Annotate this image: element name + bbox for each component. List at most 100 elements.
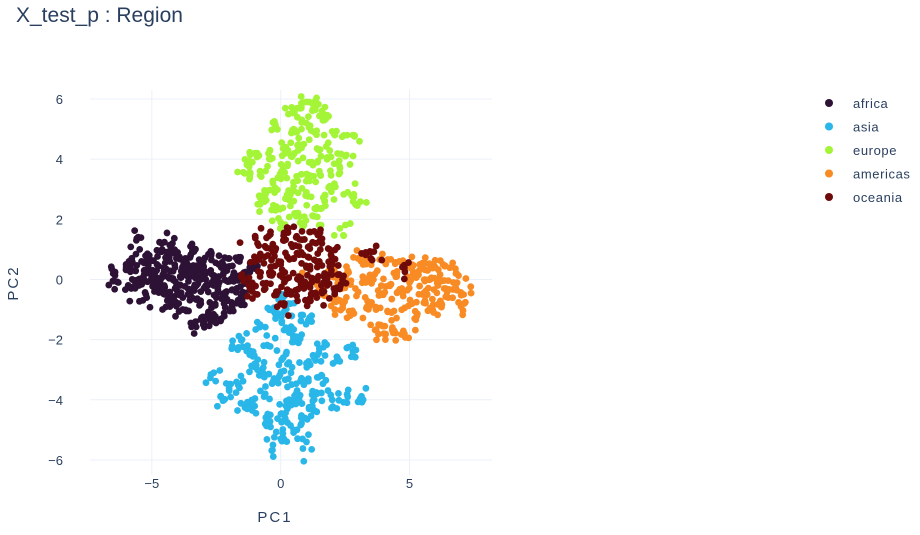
scatter-point-americas xyxy=(337,306,345,314)
scatter-point-europe xyxy=(273,186,281,194)
scatter-point-europe xyxy=(297,93,305,100)
scatter-point-americas xyxy=(388,295,396,303)
scatter-point-europe xyxy=(256,200,264,208)
scatter-point-africa xyxy=(210,282,218,289)
scatter-point-americas xyxy=(467,283,475,291)
scatter-point-americas xyxy=(434,311,442,319)
scatter-point-asia xyxy=(295,396,303,404)
scatter-point-asia xyxy=(335,396,343,404)
scatter-point-americas xyxy=(331,306,339,313)
scatter-point-asia xyxy=(309,397,317,405)
scatter-point-asia xyxy=(317,357,325,365)
scatter-point-oceania xyxy=(315,258,323,265)
scatter-point-europe xyxy=(261,191,269,199)
scatter-point-oceania xyxy=(321,270,328,277)
scatter-point-oceania xyxy=(313,294,321,301)
scatter-point-asia xyxy=(272,315,279,322)
scatter-point-africa xyxy=(184,277,192,285)
y-tick-label: −4 xyxy=(48,393,63,408)
scatter-point-oceania xyxy=(326,246,334,253)
scatter-point-americas xyxy=(398,285,406,292)
scatter-point-europe xyxy=(349,152,357,160)
scatter-point-americas xyxy=(408,253,416,261)
scatter-point-oceania xyxy=(336,283,344,291)
scatter-point-asia xyxy=(277,368,285,376)
scatter-point-africa xyxy=(132,236,140,244)
scatter-point-africa xyxy=(199,321,207,329)
scatter-point-americas xyxy=(354,255,362,262)
scatter-point-europe xyxy=(266,155,274,163)
scatter-point-africa xyxy=(122,261,130,268)
scatter-point-europe xyxy=(272,206,279,214)
scatter-point-asia xyxy=(274,379,282,387)
scatter-point-asia xyxy=(229,337,237,345)
scatter-point-americas xyxy=(395,258,403,265)
legend-item-asia[interactable]: asia xyxy=(825,120,879,135)
legend-item-africa[interactable]: africa xyxy=(825,96,889,111)
scatter-point-oceania xyxy=(316,246,324,253)
scatter-point-europe xyxy=(262,167,269,175)
scatter-point-europe xyxy=(336,224,344,232)
scatter-point-americas xyxy=(362,279,370,286)
scatter-point-asia xyxy=(212,377,220,385)
scatter-point-oceania xyxy=(339,276,346,283)
scatter-point-europe xyxy=(356,137,363,145)
scatter-point-europe xyxy=(315,146,323,154)
scatter-point-americas xyxy=(421,254,429,262)
scatter-point-oceania xyxy=(241,276,249,283)
scatter-point-asia xyxy=(319,380,327,388)
scatter-point-europe xyxy=(339,231,347,239)
scatter-point-europe xyxy=(282,143,290,151)
scatter-point-americas xyxy=(428,295,436,303)
legend-item-americas[interactable]: americas xyxy=(825,167,911,182)
scatter-point-americas xyxy=(380,275,387,283)
scatter-point-europe xyxy=(303,119,310,127)
scatter-point-americas xyxy=(419,291,426,298)
scatter-point-oceania xyxy=(236,239,244,247)
scatter-point-europe xyxy=(340,132,348,139)
scatter-point-africa xyxy=(121,286,129,294)
scatter-point-europe xyxy=(300,140,308,148)
scatter-point-asia xyxy=(269,378,277,386)
scatter-point-americas xyxy=(431,264,439,271)
scatter-point-europe xyxy=(303,201,311,209)
scatter-point-asia xyxy=(269,441,277,449)
scatter-point-europe xyxy=(288,103,296,111)
scatter-point-americas xyxy=(380,330,388,338)
scatter-point-asia xyxy=(303,438,310,446)
scatter-point-asia xyxy=(279,354,287,362)
scatter-point-asia xyxy=(254,366,261,374)
scatter-point-asia xyxy=(283,360,291,368)
scatter-point-oceania xyxy=(295,273,303,280)
scatter-point-asia xyxy=(220,396,228,404)
scatter-point-asia xyxy=(308,445,316,453)
scatter-point-europe xyxy=(272,122,279,130)
scatter-point-asia xyxy=(248,399,256,407)
scatter-point-asia xyxy=(259,364,267,372)
scatter-point-oceania xyxy=(290,223,298,231)
scatter-point-europe xyxy=(255,192,263,200)
scatter-point-europe xyxy=(331,131,339,139)
scatter-point-africa xyxy=(197,276,205,283)
scatter-point-oceania xyxy=(282,276,290,283)
scatter-point-americas xyxy=(373,336,380,344)
legend-item-oceania[interactable]: oceania xyxy=(825,190,903,205)
scatter-point-asia xyxy=(285,375,292,383)
scatter-point-oceania xyxy=(334,262,342,269)
legend[interactable]: africa asia europe americas oceania xyxy=(825,96,911,205)
scatter-point-oceania xyxy=(298,227,306,235)
scatter-point-africa xyxy=(151,276,158,283)
scatter-point-asia xyxy=(299,445,307,452)
y-tick-label: 0 xyxy=(56,272,63,287)
scatter-point-asia xyxy=(266,306,274,313)
scatter-point-asia xyxy=(243,405,251,413)
scatter-point-asia xyxy=(315,345,323,353)
legend-item-europe[interactable]: europe xyxy=(825,143,897,158)
scatter-point-oceania xyxy=(285,312,292,319)
scatter-point-asia xyxy=(321,352,329,359)
scatter-point-oceania xyxy=(305,243,313,250)
scatter-point-oceania xyxy=(300,285,308,292)
scatter-point-americas xyxy=(344,267,352,274)
scatter-point-americas xyxy=(406,279,413,286)
scatter-point-oceania xyxy=(323,282,331,289)
